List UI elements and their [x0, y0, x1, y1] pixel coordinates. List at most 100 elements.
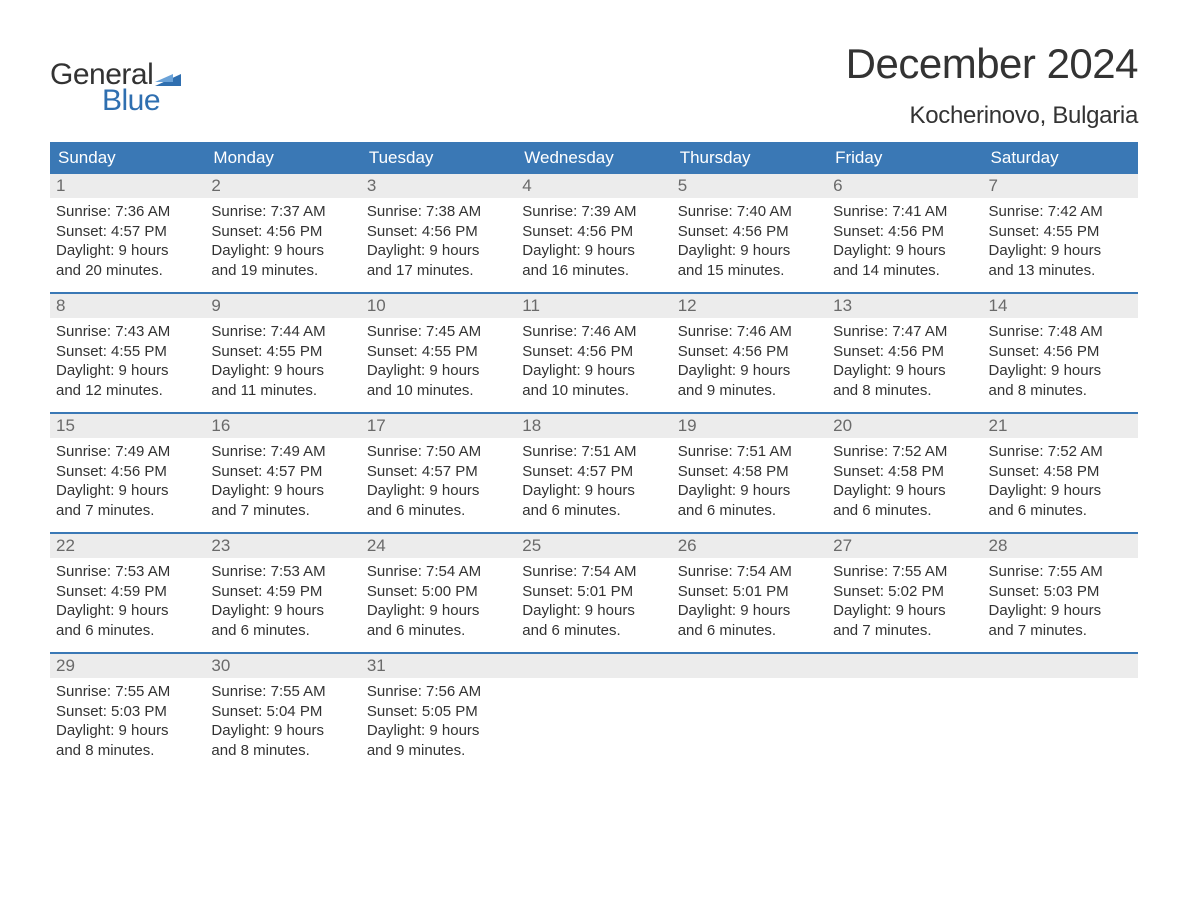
day-sunrise: Sunrise: 7:53 AM: [211, 562, 354, 582]
day-number: 16: [205, 414, 360, 438]
day-sunrise: Sunrise: 7:54 AM: [522, 562, 665, 582]
day-cell: 9Sunrise: 7:44 AMSunset: 4:55 PMDaylight…: [205, 294, 360, 412]
day-body: Sunrise: 7:55 AMSunset: 5:04 PMDaylight:…: [205, 678, 360, 760]
day-dl2: and 13 minutes.: [989, 261, 1132, 281]
day-body: Sunrise: 7:51 AMSunset: 4:57 PMDaylight:…: [516, 438, 671, 520]
day-body: Sunrise: 7:44 AMSunset: 4:55 PMDaylight:…: [205, 318, 360, 400]
day-number: 12: [672, 294, 827, 318]
day-number: 2: [205, 174, 360, 198]
day-number: [672, 654, 827, 678]
day-dl1: Daylight: 9 hours: [522, 361, 665, 381]
day-cell: 26Sunrise: 7:54 AMSunset: 5:01 PMDayligh…: [672, 534, 827, 652]
day-dl2: and 8 minutes.: [833, 381, 976, 401]
day-number: 17: [361, 414, 516, 438]
title-block: December 2024 Kocherinovo, Bulgaria: [846, 40, 1138, 130]
day-cell: 21Sunrise: 7:52 AMSunset: 4:58 PMDayligh…: [983, 414, 1138, 532]
day-dl2: and 6 minutes.: [367, 501, 510, 521]
day-sunset: Sunset: 4:55 PM: [211, 342, 354, 362]
day-body: Sunrise: 7:50 AMSunset: 4:57 PMDaylight:…: [361, 438, 516, 520]
day-dl2: and 6 minutes.: [522, 501, 665, 521]
day-sunset: Sunset: 4:56 PM: [989, 342, 1132, 362]
day-number: 30: [205, 654, 360, 678]
day-cell: [827, 654, 982, 772]
day-dl2: and 9 minutes.: [367, 741, 510, 761]
day-dl2: and 6 minutes.: [678, 621, 821, 641]
day-sunset: Sunset: 4:56 PM: [678, 222, 821, 242]
day-cell: 22Sunrise: 7:53 AMSunset: 4:59 PMDayligh…: [50, 534, 205, 652]
day-dl1: Daylight: 9 hours: [211, 601, 354, 621]
day-sunrise: Sunrise: 7:56 AM: [367, 682, 510, 702]
dayhead-sun: Sunday: [50, 142, 205, 174]
day-number: 1: [50, 174, 205, 198]
month-title: December 2024: [846, 40, 1138, 88]
day-body: Sunrise: 7:54 AMSunset: 5:01 PMDaylight:…: [672, 558, 827, 640]
week-row: 15Sunrise: 7:49 AMSunset: 4:56 PMDayligh…: [50, 412, 1138, 532]
day-number: 10: [361, 294, 516, 318]
day-sunrise: Sunrise: 7:38 AM: [367, 202, 510, 222]
day-dl1: Daylight: 9 hours: [989, 361, 1132, 381]
day-dl1: Daylight: 9 hours: [989, 241, 1132, 261]
day-dl1: Daylight: 9 hours: [56, 241, 199, 261]
day-sunrise: Sunrise: 7:36 AM: [56, 202, 199, 222]
day-sunrise: Sunrise: 7:55 AM: [56, 682, 199, 702]
day-dl1: Daylight: 9 hours: [522, 241, 665, 261]
day-sunrise: Sunrise: 7:41 AM: [833, 202, 976, 222]
day-number: 19: [672, 414, 827, 438]
day-dl2: and 6 minutes.: [367, 621, 510, 641]
day-cell: 4Sunrise: 7:39 AMSunset: 4:56 PMDaylight…: [516, 174, 671, 292]
day-sunset: Sunset: 5:02 PM: [833, 582, 976, 602]
day-number: 25: [516, 534, 671, 558]
day-sunrise: Sunrise: 7:45 AM: [367, 322, 510, 342]
day-dl1: Daylight: 9 hours: [367, 361, 510, 381]
day-body: Sunrise: 7:47 AMSunset: 4:56 PMDaylight:…: [827, 318, 982, 400]
day-dl1: Daylight: 9 hours: [522, 481, 665, 501]
day-number: 9: [205, 294, 360, 318]
day-sunrise: Sunrise: 7:54 AM: [678, 562, 821, 582]
day-number: 28: [983, 534, 1138, 558]
day-cell: 10Sunrise: 7:45 AMSunset: 4:55 PMDayligh…: [361, 294, 516, 412]
day-sunrise: Sunrise: 7:47 AM: [833, 322, 976, 342]
day-sunrise: Sunrise: 7:52 AM: [833, 442, 976, 462]
day-body: Sunrise: 7:45 AMSunset: 4:55 PMDaylight:…: [361, 318, 516, 400]
day-number: 24: [361, 534, 516, 558]
week-row: 8Sunrise: 7:43 AMSunset: 4:55 PMDaylight…: [50, 292, 1138, 412]
day-sunrise: Sunrise: 7:53 AM: [56, 562, 199, 582]
day-cell: 24Sunrise: 7:54 AMSunset: 5:00 PMDayligh…: [361, 534, 516, 652]
day-sunrise: Sunrise: 7:51 AM: [522, 442, 665, 462]
day-sunset: Sunset: 4:57 PM: [522, 462, 665, 482]
day-body: Sunrise: 7:54 AMSunset: 5:00 PMDaylight:…: [361, 558, 516, 640]
day-dl2: and 6 minutes.: [522, 621, 665, 641]
day-dl2: and 14 minutes.: [833, 261, 976, 281]
day-cell: [983, 654, 1138, 772]
week-row: 22Sunrise: 7:53 AMSunset: 4:59 PMDayligh…: [50, 532, 1138, 652]
day-sunrise: Sunrise: 7:48 AM: [989, 322, 1132, 342]
weeks-container: 1Sunrise: 7:36 AMSunset: 4:57 PMDaylight…: [50, 174, 1138, 772]
day-dl2: and 17 minutes.: [367, 261, 510, 281]
day-dl2: and 10 minutes.: [367, 381, 510, 401]
day-sunrise: Sunrise: 7:39 AM: [522, 202, 665, 222]
day-dl1: Daylight: 9 hours: [56, 481, 199, 501]
day-dl2: and 7 minutes.: [56, 501, 199, 521]
day-cell: 28Sunrise: 7:55 AMSunset: 5:03 PMDayligh…: [983, 534, 1138, 652]
day-sunset: Sunset: 5:03 PM: [56, 702, 199, 722]
day-dl2: and 16 minutes.: [522, 261, 665, 281]
day-body: Sunrise: 7:55 AMSunset: 5:03 PMDaylight:…: [983, 558, 1138, 640]
day-dl2: and 7 minutes.: [989, 621, 1132, 641]
day-dl1: Daylight: 9 hours: [211, 721, 354, 741]
day-dl2: and 10 minutes.: [522, 381, 665, 401]
day-number: 29: [50, 654, 205, 678]
day-body: Sunrise: 7:38 AMSunset: 4:56 PMDaylight:…: [361, 198, 516, 280]
day-sunrise: Sunrise: 7:55 AM: [833, 562, 976, 582]
day-number: 23: [205, 534, 360, 558]
day-body: Sunrise: 7:49 AMSunset: 4:56 PMDaylight:…: [50, 438, 205, 520]
day-body: Sunrise: 7:48 AMSunset: 4:56 PMDaylight:…: [983, 318, 1138, 400]
day-cell: [516, 654, 671, 772]
day-body: Sunrise: 7:36 AMSunset: 4:57 PMDaylight:…: [50, 198, 205, 280]
header: General Blue December 2024 Kocherinovo, …: [50, 40, 1138, 130]
day-number: 15: [50, 414, 205, 438]
day-number: 20: [827, 414, 982, 438]
day-dl1: Daylight: 9 hours: [989, 481, 1132, 501]
day-dl1: Daylight: 9 hours: [833, 241, 976, 261]
day-number: 18: [516, 414, 671, 438]
day-number: 8: [50, 294, 205, 318]
